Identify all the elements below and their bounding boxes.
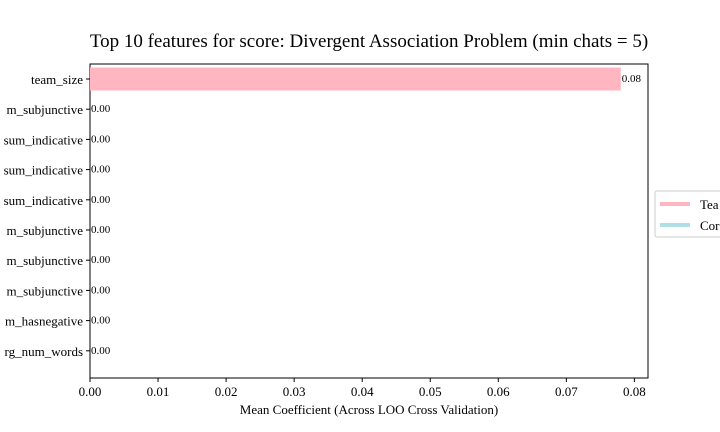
y-tick-label: team_size [31, 72, 83, 87]
y-tick-label: sum_indicative [4, 193, 84, 208]
y-tick-label: m_subjunctive [6, 253, 83, 268]
data-label: 0.00 [91, 103, 111, 115]
y-tick-label: m_subjunctive [6, 283, 83, 298]
data-label: 0.00 [91, 315, 111, 327]
x-tick-label: 0.07 [555, 384, 578, 399]
legend: Tea Cor [654, 190, 720, 238]
x-tick-label: 0.00 [79, 384, 102, 399]
chart-title: Top 10 features for score: Divergent Ass… [90, 31, 648, 52]
x-tick-label: 0.02 [215, 384, 238, 399]
data-label: 0.00 [91, 194, 111, 206]
data-label: 0.00 [91, 224, 111, 236]
bar [90, 67, 621, 91]
y-tick-label: m_hasnegative [5, 314, 83, 329]
x-tick-label: 0.05 [419, 384, 442, 399]
data-label: 0.00 [91, 254, 111, 266]
data-label: 0.00 [91, 164, 111, 176]
x-tick-label: 0.06 [487, 384, 510, 399]
data-label: 0.00 [91, 284, 111, 296]
x-tick-label: 0.04 [351, 384, 374, 399]
legend-label: Tea [700, 197, 719, 212]
y-tick-label: sum_indicative [4, 132, 84, 147]
data-label: 0.00 [91, 133, 111, 145]
y-tick-label: m_subjunctive [6, 102, 83, 117]
x-axis-label: Mean Coefficient (Across LOO Cross Valid… [240, 402, 498, 417]
y-tick-label: m_subjunctive [6, 223, 83, 238]
plot-area-frame [89, 63, 649, 379]
x-tick-label: 0.01 [147, 384, 170, 399]
y-tick-label: rg_num_words [5, 344, 83, 359]
x-tick-label: 0.03 [283, 384, 306, 399]
legend-label: Cor [700, 218, 720, 233]
data-label: 0.08 [622, 73, 642, 85]
data-label: 0.00 [91, 345, 111, 357]
x-tick-label: 0.08 [623, 384, 646, 399]
y-tick-label: sum_indicative [4, 163, 84, 178]
